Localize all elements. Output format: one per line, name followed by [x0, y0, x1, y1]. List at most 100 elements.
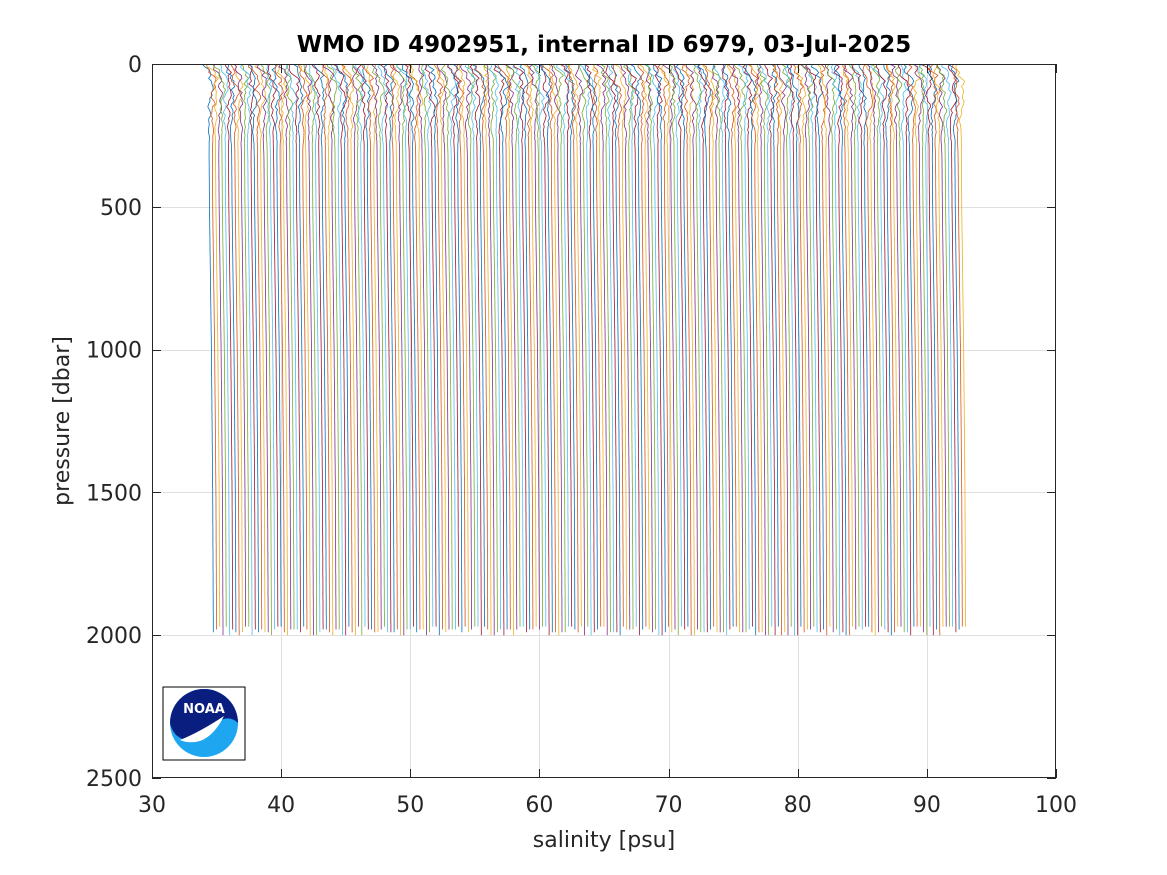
- profile-line: [894, 64, 905, 633]
- profile-line: [332, 64, 347, 636]
- profile-line: [644, 64, 653, 633]
- profile-line: [433, 64, 444, 630]
- profile-line: [681, 64, 692, 636]
- profile-line: [672, 64, 682, 627]
- y-tick-label: 1000: [86, 339, 142, 364]
- profile-line: [858, 64, 870, 627]
- profile-line: [643, 64, 656, 630]
- profile-line: [389, 64, 402, 636]
- noaa-logo: NOAA: [162, 686, 246, 761]
- profile-line: [297, 64, 313, 636]
- x-tick-label: 50: [396, 793, 424, 818]
- y-tick-label: 500: [100, 196, 142, 221]
- profile-line: [541, 64, 556, 633]
- profile-line: [467, 64, 476, 627]
- profile-line: [759, 64, 773, 627]
- profile-line: [756, 64, 766, 636]
- profile-line: [206, 64, 221, 627]
- profile-line: [784, 64, 795, 636]
- profile-line: [556, 64, 570, 627]
- profile-line: [599, 64, 611, 633]
- grid-lines: [152, 64, 1056, 778]
- profile-line: [816, 64, 831, 627]
- profile-line: [637, 64, 652, 630]
- profile-line: [711, 64, 724, 633]
- profile-line: [365, 64, 379, 633]
- profile-line: [605, 64, 618, 633]
- profile-line: [927, 64, 941, 636]
- profile-line: [504, 64, 514, 636]
- profile-line: [918, 64, 931, 627]
- profile-line: [530, 64, 543, 627]
- profile-line: [622, 64, 634, 630]
- profile-line: [661, 64, 673, 633]
- profile-line: [322, 64, 337, 630]
- profile-line: [422, 64, 434, 627]
- profile-line: [629, 64, 644, 630]
- profile-line: [952, 64, 963, 627]
- profile-line: [396, 64, 411, 630]
- profile-line: [361, 64, 376, 633]
- profile-line: [883, 64, 892, 636]
- x-tick-label: 40: [267, 793, 295, 818]
- profile-line: [870, 64, 882, 627]
- logo-gull: [180, 716, 224, 743]
- profile-line: [389, 64, 398, 630]
- profile-line: [732, 64, 747, 633]
- profile-line: [736, 64, 750, 630]
- profile-line: [731, 64, 744, 633]
- profile-line: [886, 64, 895, 633]
- profile-line: [668, 64, 679, 636]
- profile-line: [583, 64, 595, 633]
- chart-title: WMO ID 4902951, internal ID 6979, 03-Jul…: [297, 32, 912, 58]
- profile-line: [805, 64, 821, 633]
- profile-line: [804, 64, 818, 633]
- profile-line: [356, 64, 369, 630]
- profile-line: [421, 64, 431, 633]
- profile-line: [619, 64, 631, 630]
- profile-line: [788, 64, 799, 636]
- profile-line: [935, 64, 950, 627]
- x-axis-label: salinity [psu]: [533, 828, 675, 853]
- x-tick-label: 90: [913, 793, 941, 818]
- profile-line: [447, 64, 460, 627]
- profile-line: [652, 64, 666, 633]
- profile-line: [240, 64, 253, 636]
- profile-line: [396, 64, 408, 630]
- profile-line: [712, 64, 728, 636]
- profile-line: [425, 64, 437, 627]
- profile-line: [219, 64, 230, 636]
- profile-line: [256, 64, 269, 633]
- profile-line: [613, 64, 627, 630]
- profile-line: [920, 64, 934, 636]
- profile-line: [226, 64, 237, 633]
- y-tick-label: 2500: [86, 767, 142, 792]
- profile-line: [303, 64, 318, 636]
- profile-line: [903, 64, 915, 627]
- x-tick-label: 100: [1035, 793, 1077, 818]
- logo-circle-upper: [170, 689, 238, 742]
- profile-line: [484, 64, 498, 633]
- profile-line: [403, 64, 414, 627]
- profile-line: [802, 64, 815, 627]
- profile-line: [721, 64, 731, 630]
- profile-line: [201, 64, 214, 633]
- profile-line: [833, 64, 847, 636]
- profile-line: [772, 64, 782, 636]
- profile-line: [512, 64, 524, 627]
- profile-line: [661, 64, 677, 630]
- profile-line: [584, 64, 598, 630]
- y-tick-label: 2000: [86, 624, 142, 649]
- profile-line: [955, 64, 966, 627]
- profile-line: [469, 64, 482, 636]
- profile-line: [745, 64, 757, 636]
- profile-line: [594, 64, 608, 636]
- profile-line: [693, 64, 703, 633]
- profile-line: [757, 64, 770, 636]
- profile-line: [506, 64, 521, 627]
- profile-line: [645, 64, 660, 636]
- profile-line: [786, 64, 802, 627]
- profile-line: [889, 64, 902, 627]
- profile-line: [265, 64, 276, 630]
